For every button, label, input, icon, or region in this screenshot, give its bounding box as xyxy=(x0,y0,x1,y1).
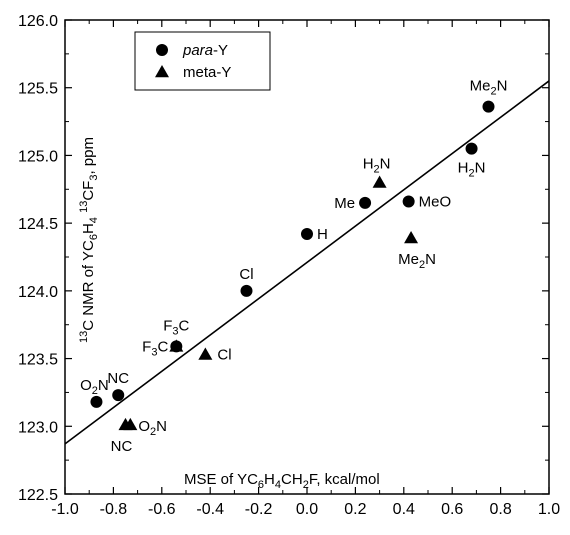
para-point xyxy=(483,101,495,113)
x-tick-label: 0.6 xyxy=(441,501,463,518)
y-tick-label: 123.5 xyxy=(18,352,58,369)
point-label: NC xyxy=(107,370,129,387)
fit-line-group xyxy=(65,81,549,444)
legend-box xyxy=(135,32,270,90)
y-tick-label: 124.5 xyxy=(18,216,58,233)
y-tick-label: 125.0 xyxy=(18,148,58,165)
meta-point xyxy=(404,231,418,243)
x-tick-label: 0.4 xyxy=(393,501,415,518)
legend-label: meta-Y xyxy=(183,64,231,81)
legend: para-Y meta-Y xyxy=(135,32,270,90)
meta-point xyxy=(373,176,387,188)
point-label: F3C xyxy=(163,317,189,337)
para-point xyxy=(301,228,313,240)
x-tick-label: -0.4 xyxy=(196,501,224,518)
x-tick-label: -0.2 xyxy=(245,501,273,518)
point-label: MeO xyxy=(419,193,452,210)
y-tick-label: 123.0 xyxy=(18,419,58,436)
para-point xyxy=(241,285,253,297)
para-point xyxy=(90,396,102,408)
point-label: O2N xyxy=(138,418,167,438)
x-axis-title: MSE of YC6H4CH2F, kcal/mol xyxy=(184,471,380,491)
x-tick-label: -0.6 xyxy=(148,501,176,518)
y-tick-label: 126.0 xyxy=(18,13,58,30)
point-label: Me xyxy=(334,195,355,212)
legend-label: para-Y xyxy=(182,42,228,59)
x-tick-label: 0.8 xyxy=(489,501,511,518)
point-label: H2N xyxy=(363,156,391,176)
point-labels: Me2NH2NMeMeOHClF3CNCO2NH2NMe2NClF3CNCO2N xyxy=(80,78,507,455)
point-label: Cl xyxy=(239,266,253,283)
meta-point xyxy=(198,348,212,360)
y-axis-title: 13C NMR of YC6H4 13CF3, ppm xyxy=(78,137,100,343)
x-tick-label: -0.8 xyxy=(100,501,128,518)
y-tick-label: 122.5 xyxy=(18,487,58,504)
legend-circle-marker xyxy=(156,44,168,56)
point-label: NC xyxy=(111,438,133,455)
para-point xyxy=(466,143,478,155)
y-tick-label: 125.5 xyxy=(18,81,58,98)
para-point xyxy=(112,389,124,401)
point-label: Me2N xyxy=(470,78,508,98)
point-label: F3C xyxy=(142,338,168,358)
x-tick-label: 0.0 xyxy=(296,501,318,518)
fit-line xyxy=(65,81,549,444)
x-tick-label: 0.2 xyxy=(344,501,366,518)
point-label: Cl xyxy=(217,347,231,364)
y-tick-label: 124.0 xyxy=(18,284,58,301)
point-label: O2N xyxy=(80,377,109,397)
point-label: H xyxy=(317,226,328,243)
x-tick-label: 1.0 xyxy=(538,501,560,518)
point-label: Me2N xyxy=(398,251,436,271)
point-label: H2N xyxy=(458,160,486,180)
para-point xyxy=(359,197,371,209)
para-point xyxy=(403,195,415,207)
